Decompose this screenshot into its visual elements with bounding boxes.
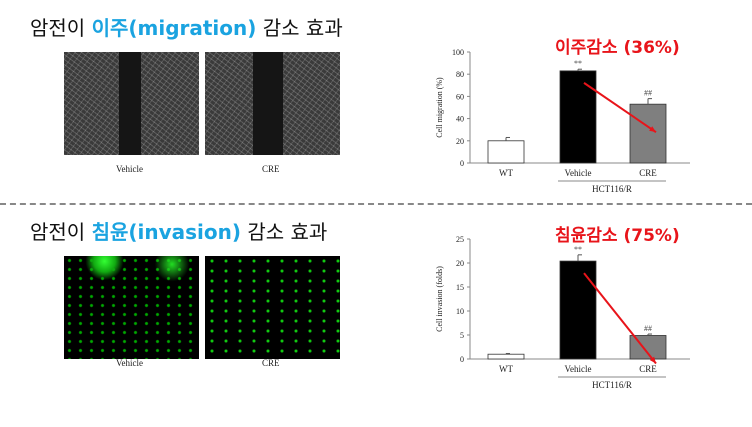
bar-cre xyxy=(629,103,667,164)
y-tick-label: 80 xyxy=(456,70,464,79)
y-tick-label: 100 xyxy=(452,48,464,57)
y-tick-label: 0 xyxy=(460,355,464,364)
x-tick-label: WT xyxy=(499,168,513,178)
bar-wt xyxy=(487,353,525,360)
y-tick-label: 20 xyxy=(456,259,464,268)
invasion-title: 암전이 침윤(invasion) 감소 효과 xyxy=(30,220,328,244)
y-tick-label: 60 xyxy=(456,92,464,101)
y-tick-label: 40 xyxy=(456,115,464,124)
bar-vehicle xyxy=(559,70,597,164)
arrow-head-icon xyxy=(649,126,656,133)
arrow-line xyxy=(583,82,657,133)
arrow-head-icon xyxy=(649,356,656,364)
y-tick-label: 15 xyxy=(456,283,464,292)
invasion-image-vehicle xyxy=(64,256,199,359)
y-tick-label: 5 xyxy=(460,331,464,340)
arrow-line xyxy=(583,272,657,365)
significance-mark: ** xyxy=(574,59,582,68)
group-label: HCT116/R xyxy=(592,184,632,194)
caption-cre: CRE xyxy=(262,358,280,368)
x-tick-label: WT xyxy=(499,364,513,374)
reduction-annotation: 이주감소 (36%) xyxy=(555,38,680,58)
section-divider xyxy=(0,203,752,205)
bar-wt xyxy=(487,140,525,164)
caption-vehicle: Vehicle xyxy=(116,164,143,174)
migration-title: 암전이 이주(migration) 감소 효과 xyxy=(30,16,343,40)
y-tick-label: 10 xyxy=(456,307,464,316)
y-tick-label: 20 xyxy=(456,137,464,146)
y-tick-label: 25 xyxy=(456,235,464,244)
y-axis-label: Cell invasion (folds) xyxy=(435,266,444,332)
reduction-annotation: 침윤감소 (75%) xyxy=(555,225,680,246)
y-axis-label: Cell migration (%) xyxy=(435,77,444,138)
caption-vehicle: Vehicle xyxy=(116,358,143,368)
invasion-image-cre xyxy=(205,256,340,359)
migration-image-vehicle xyxy=(64,52,199,155)
bar-vehicle xyxy=(559,260,597,360)
significance-mark: ** xyxy=(574,245,582,254)
significance-mark: ## xyxy=(644,324,652,333)
group-label: HCT116/R xyxy=(592,380,632,390)
x-tick-label: CRE xyxy=(639,168,657,178)
significance-mark: ## xyxy=(644,89,652,98)
x-tick-label: CRE xyxy=(639,364,657,374)
caption-cre: CRE xyxy=(262,164,280,174)
y-tick-label: 0 xyxy=(460,159,464,168)
x-tick-label: Vehicle xyxy=(565,168,592,178)
migration-image-cre xyxy=(205,52,340,155)
x-tick-label: Vehicle xyxy=(565,364,592,374)
